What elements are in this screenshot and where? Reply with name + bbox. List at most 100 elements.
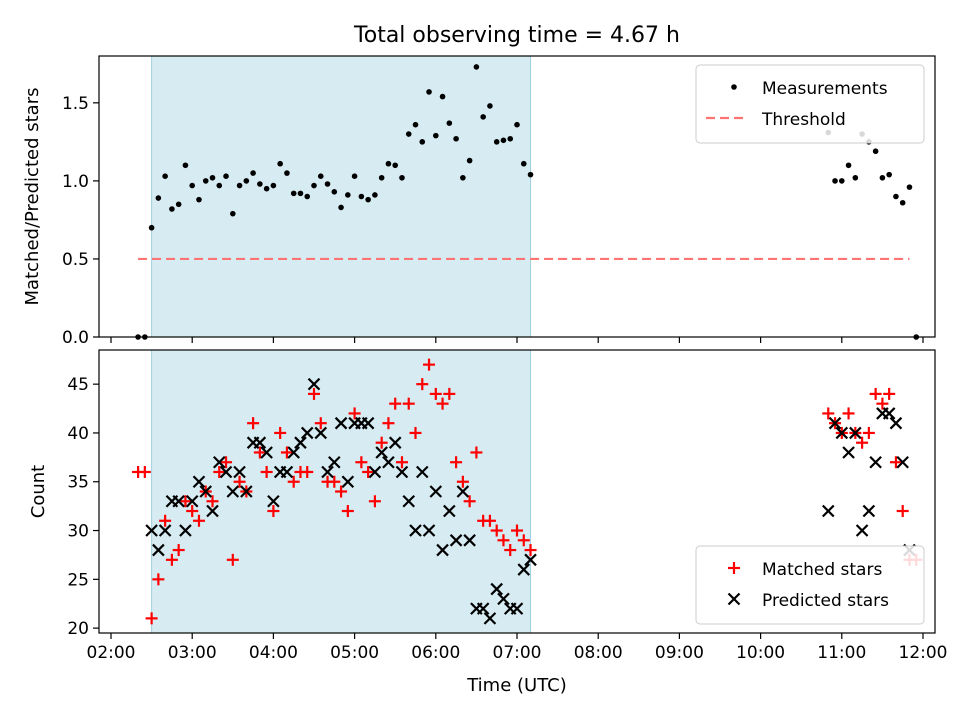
matched-stars-point xyxy=(335,485,348,498)
matched-stars-point xyxy=(172,544,185,557)
predicted-stars-point xyxy=(429,485,443,498)
matched-stars-point xyxy=(402,397,415,410)
measurements-point xyxy=(230,210,236,217)
x-tick-label: 06:00 xyxy=(411,643,460,663)
measurements-point xyxy=(832,178,838,184)
predicted-stars-point xyxy=(375,446,388,459)
measurements-point xyxy=(426,89,432,95)
matched-stars-point xyxy=(314,417,327,430)
predicted-stars-point xyxy=(409,524,422,537)
matched-stars-point xyxy=(511,524,523,537)
x-tick-label: 12:00 xyxy=(899,643,948,663)
matched-stars-point xyxy=(409,426,422,439)
measurements-point xyxy=(886,171,892,178)
top-panel-series xyxy=(135,64,920,340)
measurements-point xyxy=(852,174,859,181)
matched-stars-point xyxy=(368,495,381,508)
x-tick-label: 02:00 xyxy=(87,643,136,663)
y-tick-label: 20 xyxy=(67,619,89,639)
measurements-point xyxy=(365,196,371,203)
y-tick-label: 30 xyxy=(67,522,89,542)
x-tick-label: 09:00 xyxy=(655,643,704,663)
measurements-point xyxy=(527,171,534,178)
predicted-stars-point xyxy=(828,416,842,430)
measurements-point xyxy=(169,206,175,212)
measurements-point xyxy=(473,64,480,70)
measurements-point xyxy=(257,181,263,187)
measurements-point xyxy=(507,135,514,142)
measurements-point xyxy=(304,193,311,200)
matched-stars-point xyxy=(328,475,341,488)
measurements-point xyxy=(216,182,223,189)
measurements-point xyxy=(148,224,155,231)
matched-stars-point xyxy=(260,465,273,478)
legend-box xyxy=(695,545,925,625)
measurements-point xyxy=(182,162,189,169)
legend-measurements-swatch xyxy=(731,84,737,90)
matched-stars-point xyxy=(429,387,442,400)
measurements-point xyxy=(155,195,162,201)
bottom-panel-x-ticks: 02:00 03:00 04:00 05:00 06:00 07:00 08:00 09:00… xyxy=(87,633,948,663)
predicted-stars-point xyxy=(368,465,382,479)
matched-stars-point xyxy=(165,553,178,566)
predicted-stars-point xyxy=(179,524,192,537)
measurements-point xyxy=(331,189,338,195)
predicted-stars-point xyxy=(842,446,855,459)
matched-stars-point xyxy=(382,417,395,430)
legend-box xyxy=(695,64,925,144)
measurements-point xyxy=(879,174,886,181)
x-tick-label: 11:00 xyxy=(817,643,866,663)
measurements-point xyxy=(405,131,412,137)
predicted-stars-point xyxy=(233,465,246,479)
y-tick-label: 35 xyxy=(67,473,89,493)
predicted-stars-point xyxy=(382,455,395,469)
measurements-point xyxy=(845,162,852,169)
measurements-point xyxy=(419,139,426,145)
measurements-point xyxy=(453,135,459,142)
matched-stars-point xyxy=(856,436,869,449)
measurements-point xyxy=(372,192,378,198)
measurements-point xyxy=(317,173,324,180)
measurements-point xyxy=(196,196,202,203)
measurements-point xyxy=(412,121,419,128)
predicted-stars-point xyxy=(882,407,896,420)
measurements-point xyxy=(839,178,845,184)
matched-stars-point xyxy=(267,505,280,518)
predicted-stars-point xyxy=(240,485,253,498)
matched-stars-point xyxy=(274,426,287,439)
matched-stars-point xyxy=(375,436,388,449)
matched-stars-point xyxy=(842,407,855,420)
matched-stars-point xyxy=(253,446,266,459)
figure-title: Total observing time = 4.67 h xyxy=(353,23,680,48)
predicted-stars-point xyxy=(402,494,416,508)
measurements-point xyxy=(290,190,297,197)
measurements-point xyxy=(378,174,385,181)
matched-stars-point xyxy=(145,612,158,625)
predicted-stars-point xyxy=(497,592,510,606)
measurements-point xyxy=(345,192,351,198)
matched-stars-point xyxy=(348,407,361,420)
predicted-stars-point xyxy=(510,602,524,615)
matched-stars-point xyxy=(436,397,449,410)
x-tick-label: 08:00 xyxy=(574,643,623,663)
measurements-point xyxy=(277,160,283,167)
matched-stars-point xyxy=(876,397,889,410)
legend-predicted-stars-swatch xyxy=(727,592,741,606)
measurements-point xyxy=(236,182,243,189)
predicted-stars-point xyxy=(158,524,172,537)
matched-stars-point xyxy=(308,387,320,400)
matched-stars-point xyxy=(423,358,436,371)
matched-stars-point xyxy=(186,505,199,518)
bottom-panel-x-axis-label: Time (UTC) xyxy=(466,675,567,696)
predicted-stars-point xyxy=(192,475,206,489)
predicted-stars-point xyxy=(280,465,294,479)
top-panel-legend: Measurements Threshold xyxy=(695,64,925,144)
predicted-stars-point xyxy=(395,465,409,479)
matched-stars-point xyxy=(504,544,517,557)
matched-stars-point xyxy=(179,495,192,508)
predicted-stars-point xyxy=(415,465,429,479)
legend-measurements-label: Measurements xyxy=(762,79,888,99)
matched-stars-point xyxy=(341,505,354,518)
predicted-stars-point xyxy=(835,426,849,440)
legend-matched-stars-swatch xyxy=(728,562,740,574)
